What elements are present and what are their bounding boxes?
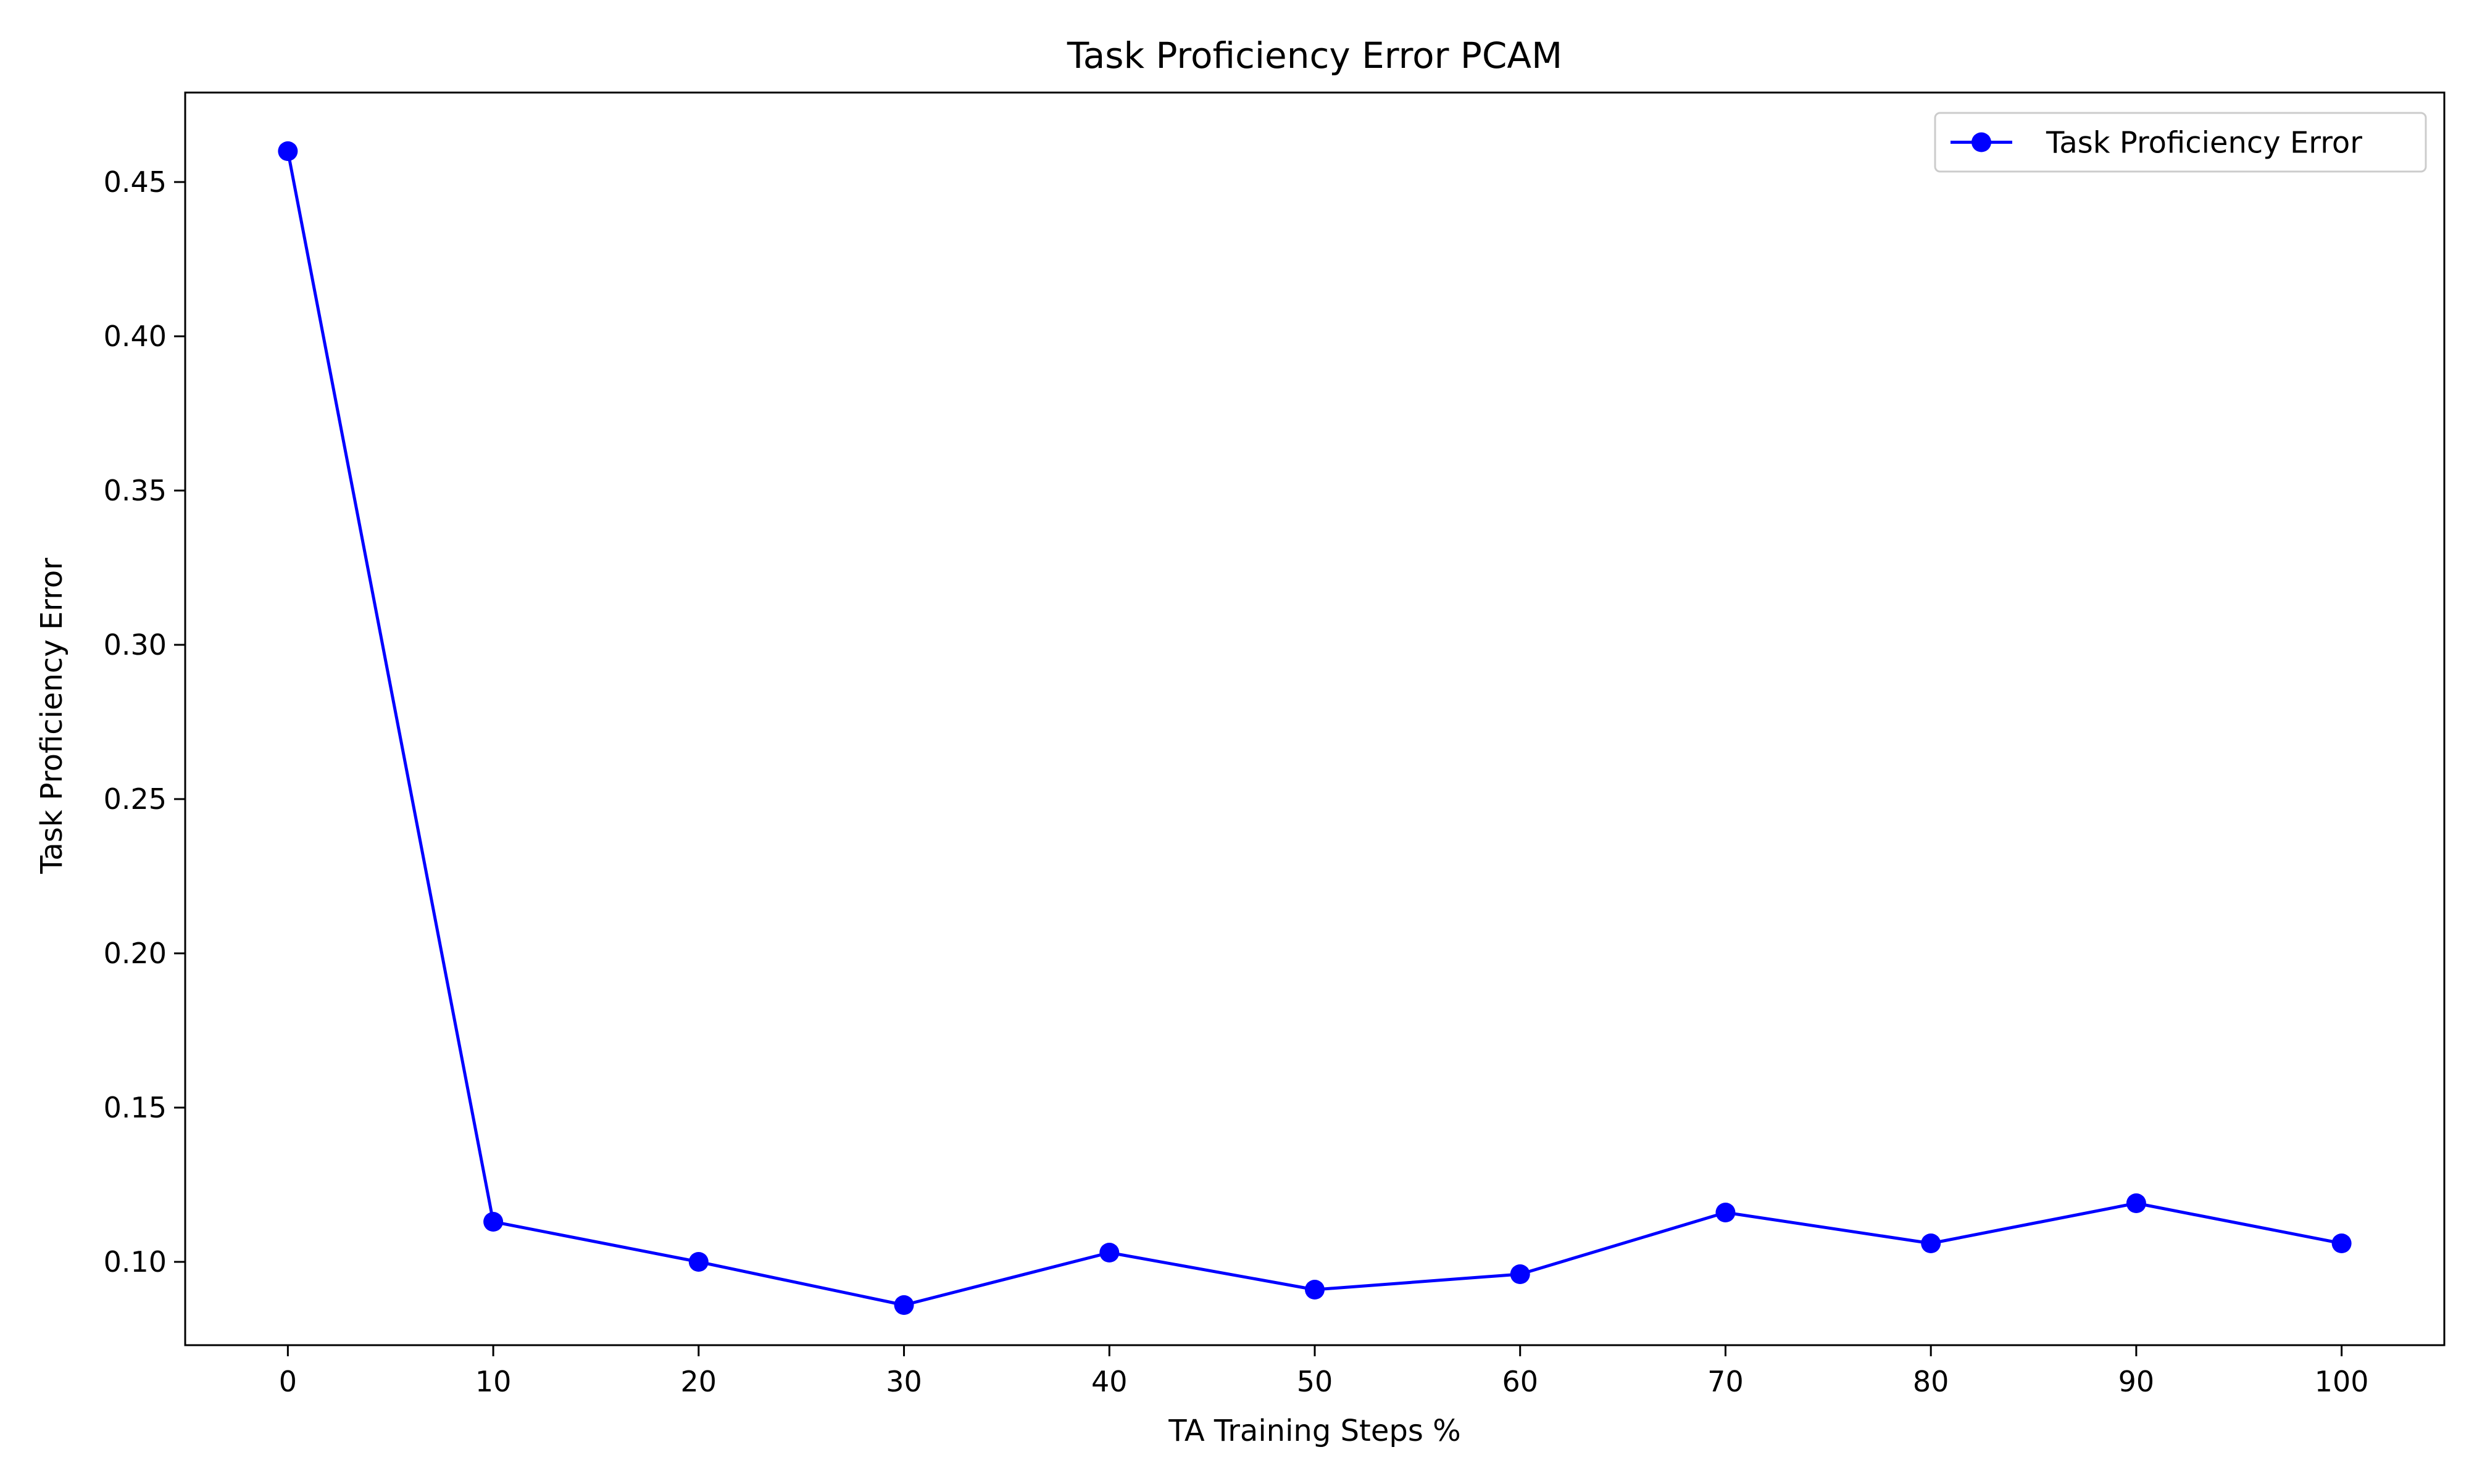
- x-tick-label: 0: [279, 1365, 297, 1398]
- data-point: [1921, 1233, 1941, 1253]
- x-tick-label: 60: [1502, 1365, 1538, 1398]
- y-tick-label: 0.25: [104, 782, 167, 816]
- data-point: [1715, 1203, 1736, 1222]
- x-axis-label: TA Training Steps %: [1168, 1414, 1461, 1448]
- data-point: [1510, 1264, 1530, 1284]
- data-point: [2126, 1193, 2146, 1213]
- y-tick-label: 0.45: [104, 165, 167, 199]
- x-tick-label: 40: [1091, 1365, 1128, 1398]
- y-tick-label: 0.10: [104, 1245, 167, 1279]
- x-tick-label: 100: [2315, 1365, 2369, 1398]
- data-point: [278, 141, 298, 161]
- legend-marker: [1971, 132, 1991, 152]
- x-tick-label: 50: [1297, 1365, 1333, 1398]
- data-point: [2331, 1233, 2352, 1253]
- x-tick-label: 80: [1913, 1365, 1949, 1398]
- data-point: [688, 1252, 709, 1272]
- plot-area: 0 10 20 30 40 50 60 70 80 90 100 0.10 0.15 0.20 0.25 0.…: [104, 91, 2446, 1398]
- chart-title: Task Proficiency Error PCAM: [1067, 35, 1562, 77]
- x-tick-label: 10: [475, 1365, 512, 1398]
- data-point: [1305, 1280, 1325, 1300]
- x-tick-label: 90: [2118, 1365, 2155, 1398]
- y-tick-label: 0.35: [104, 474, 167, 507]
- y-axis-label: Task Proficiency Error: [35, 558, 69, 874]
- legend-box: [1934, 112, 2427, 173]
- y-tick-label: 0.40: [104, 320, 167, 353]
- x-tick-label: 30: [886, 1365, 922, 1398]
- data-point: [894, 1295, 914, 1315]
- y-tick-label: 0.30: [104, 628, 167, 661]
- y-tick-label: 0.20: [104, 937, 167, 970]
- data-point: [1099, 1243, 1120, 1262]
- y-tick-label: 0.15: [104, 1091, 167, 1124]
- x-tick-label: 20: [681, 1365, 717, 1398]
- legend-label: Task Proficiency Error: [2046, 126, 2362, 160]
- legend: Task Proficiency Error: [1934, 112, 2427, 173]
- data-point: [483, 1212, 504, 1232]
- x-tick-label: 70: [1707, 1365, 1744, 1398]
